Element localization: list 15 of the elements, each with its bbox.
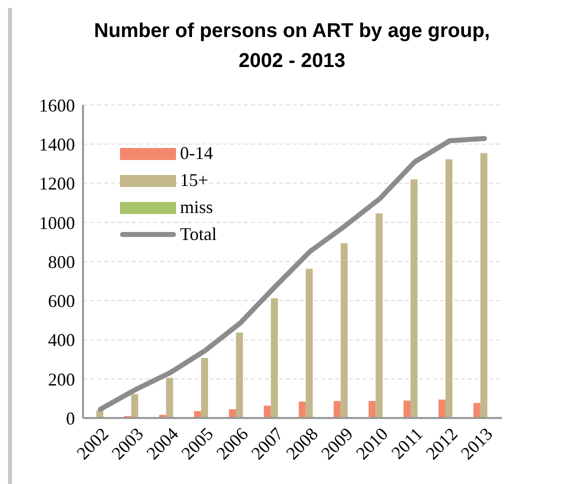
- y-tick-label: 600: [48, 291, 75, 312]
- y-tick-label: 1600: [39, 95, 75, 116]
- legend-label: 0-14: [180, 143, 213, 164]
- y-tick-label: 1000: [39, 212, 75, 233]
- y-tick-label: 400: [48, 330, 75, 350]
- y-tick-label: 0: [66, 408, 75, 428]
- legend-label: 15+: [180, 170, 208, 191]
- chart-title: Number of persons on ART by age group, 2002 - 2013: [93, 19, 491, 74]
- y-tick-label: 1200: [39, 174, 75, 194]
- legend-label: miss: [180, 197, 214, 218]
- y-tick-label: 800: [48, 252, 75, 272]
- y-tick-label: 1400: [39, 134, 75, 155]
- y-tick-label: 200: [48, 369, 75, 390]
- x-tick-label: 2011: [387, 424, 427, 463]
- legend-label: Total: [180, 224, 217, 245]
